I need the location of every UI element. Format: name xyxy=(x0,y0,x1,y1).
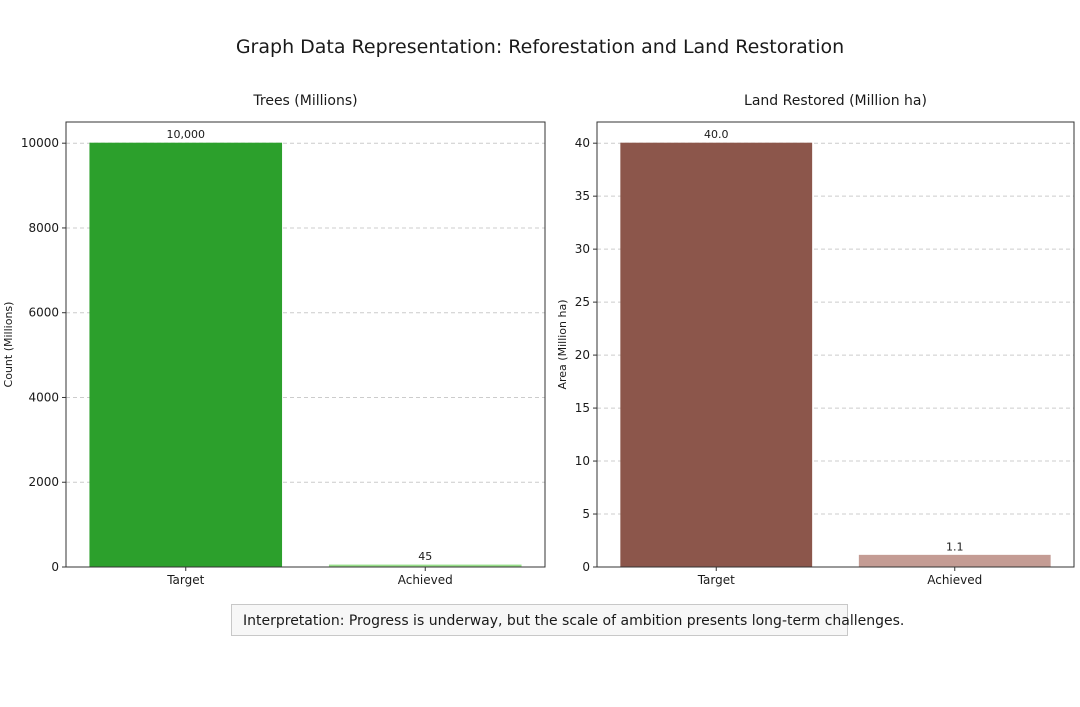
chart1-y-axis-title: Count (Millions) xyxy=(2,302,15,388)
chart2-y-axis-title: Area (Million ha) xyxy=(556,299,569,389)
chart2-x-tick-label: Achieved xyxy=(927,573,982,587)
chart1-x-tick-label: Achieved xyxy=(398,573,453,587)
chart2-y-tick-label: 10 xyxy=(575,454,590,468)
chart2-bar-achieved xyxy=(858,554,1051,568)
chart1-x-tick-label: Target xyxy=(166,573,204,587)
chart2-axes-frame xyxy=(596,121,1075,568)
chart2-title: Land Restored (Million ha) xyxy=(744,93,927,109)
chart1-title: Trees (Millions) xyxy=(252,93,357,109)
chart2-y-tick-label: 25 xyxy=(575,295,590,309)
chart2-y-tick-label: 0 xyxy=(582,560,590,574)
chart2-y-tick-label: 35 xyxy=(575,189,590,203)
chart1-y-tick-label: 4000 xyxy=(28,390,59,404)
interpretation-box: Interpretation: Progress is underway, bu… xyxy=(231,604,904,636)
chart1-y-tick-label: 6000 xyxy=(28,306,59,320)
chart2-bar-target xyxy=(620,142,813,568)
figure-title: Graph Data Representation: Reforestation… xyxy=(235,36,845,58)
chart2-y-tick-label: 15 xyxy=(575,401,590,415)
chart1-y-tick-label: 8000 xyxy=(28,221,59,235)
chart1-data-label-target: 10,000 xyxy=(167,128,206,141)
chart1-data-label-achieved: 45 xyxy=(418,550,432,563)
chart2-y-tick-label: 30 xyxy=(575,242,590,256)
chart2-x-tick-label: Target xyxy=(697,573,735,587)
chart1-bar-target xyxy=(89,142,283,568)
chart2-y-tick-label: 20 xyxy=(575,348,590,362)
chart2-y-tick-label: 40 xyxy=(575,136,590,150)
charts-canvas: 0 2000 4000 6000 8000 10000 10,000 Target 45 Achi… xyxy=(2,93,1075,587)
chart2-y-tick-label: 5 xyxy=(582,507,590,521)
chart1-y-tick-label: 10000 xyxy=(21,136,59,150)
chart2-data-label-achieved: 1.1 xyxy=(946,540,964,553)
chart1-axes-frame xyxy=(65,121,546,568)
chart2-data-label-target: 40.0 xyxy=(704,128,729,141)
chart1-y-tick-label: 2000 xyxy=(28,475,59,489)
chart1-y-tick-label: 0 xyxy=(51,560,59,574)
